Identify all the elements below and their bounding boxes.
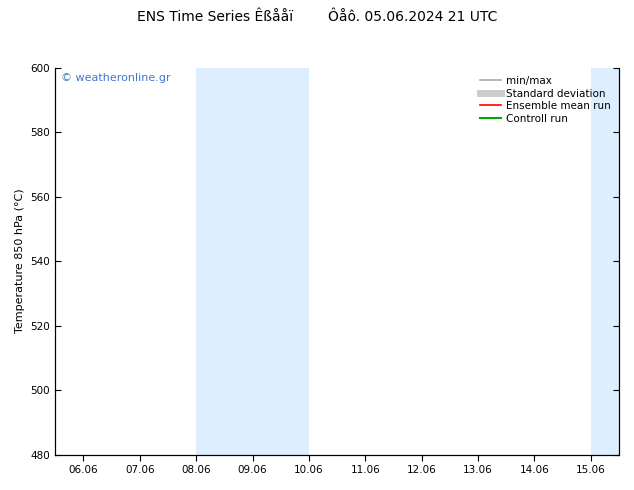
Text: © weatheronline.gr: © weatheronline.gr <box>61 74 171 83</box>
Y-axis label: Temperature 850 hPa (°C): Temperature 850 hPa (°C) <box>15 189 25 333</box>
Legend: min/max, Standard deviation, Ensemble mean run, Controll run: min/max, Standard deviation, Ensemble me… <box>477 73 614 127</box>
Bar <box>591 68 619 455</box>
Bar <box>196 68 309 455</box>
Text: ENS Time Series Êßååï        Ôåô. 05.06.2024 21 UTC: ENS Time Series Êßååï Ôåô. 05.06.2024 21… <box>137 10 497 24</box>
